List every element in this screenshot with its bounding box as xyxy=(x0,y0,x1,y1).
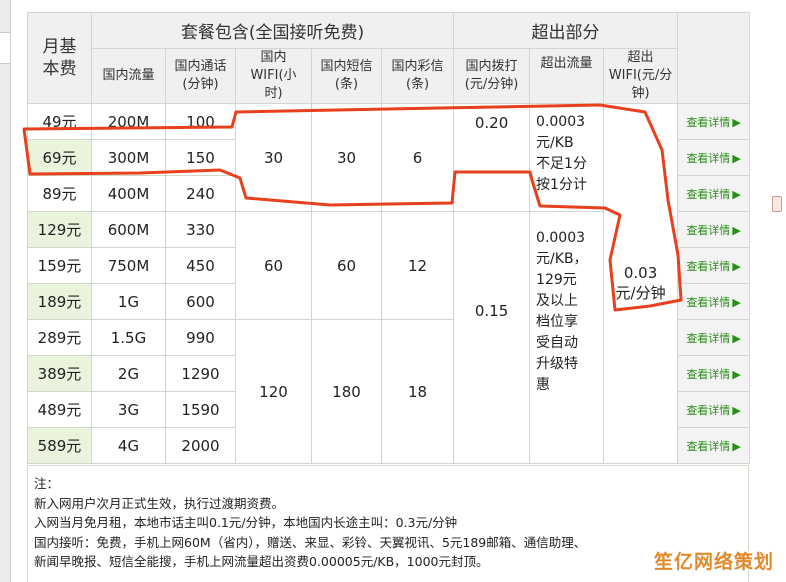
mms-tier2: 12 xyxy=(380,211,455,320)
view-details-link[interactable]: 查看详情 ▶ xyxy=(677,103,751,140)
calls-cell: 330 xyxy=(165,211,236,248)
calls-cell: 2000 xyxy=(165,427,236,464)
col-sms: 国内短信(条) xyxy=(311,48,382,104)
dial-high: 0.15 xyxy=(453,211,531,464)
col-dial: 国内拨打(元/分钟) xyxy=(453,48,531,104)
col-over-wifi: 超出WIFI(元/分钟) xyxy=(603,48,679,104)
data-cell: 750M xyxy=(91,247,166,284)
data-cell: 200M xyxy=(91,103,166,140)
sms-tier1: 30 xyxy=(311,103,382,212)
mms-tier3: 18 xyxy=(380,319,455,464)
over-wifi: 0.03 元/分钟 xyxy=(603,103,679,464)
col-over-data: 超出流量 xyxy=(529,48,605,104)
view-details-link[interactable]: 查看详情 ▶ xyxy=(677,427,751,464)
calls-cell: 1290 xyxy=(165,355,236,392)
table-row: 489元 3G 1590 查看详情 ▶ xyxy=(27,391,751,428)
table-row: 389元 2G 1290 查看详情 ▶ xyxy=(27,355,751,392)
view-details-link[interactable]: 查看详情 ▶ xyxy=(677,211,751,248)
data-cell: 1G xyxy=(91,283,166,320)
view-details-link[interactable]: 查看详情 ▶ xyxy=(677,319,751,356)
wifi-tier3: 120 xyxy=(235,319,312,464)
calls-cell: 600 xyxy=(165,283,236,320)
dial-low: 0.20 xyxy=(453,103,531,212)
calls-cell: 240 xyxy=(165,175,236,212)
price-cell: 49元 xyxy=(27,103,92,140)
monthly-fee-header: 月基本费 xyxy=(27,12,92,104)
note-line: 入网当月免月租，本地市话主叫0.1元/分钟，本地国内长途主叫：0.3元/分钟 xyxy=(34,515,458,530)
col-data: 国内流量 xyxy=(91,48,166,104)
price-cell: 129元 xyxy=(27,211,92,248)
price-cell: 289元 xyxy=(27,319,92,356)
detail-column-header xyxy=(677,12,751,104)
data-cell: 1.5G xyxy=(91,319,166,356)
data-cell: 300M xyxy=(91,139,166,176)
price-cell: 489元 xyxy=(27,391,92,428)
watermark-logo: 笙亿网络策划 xyxy=(653,551,774,573)
notes-panel: 注： 新入网用户次月正式生效，执行过渡期资费。 入网当月免月租，本地市话主叫0.… xyxy=(27,465,749,582)
calls-cell: 1590 xyxy=(165,391,236,428)
table-row: 49元 200M 100 30 30 6 0.20 0.0003 元/KB 不足1分… xyxy=(27,103,751,464)
view-details-link[interactable]: 查看详情 ▶ xyxy=(677,283,751,320)
right-window-edge xyxy=(754,0,786,582)
view-details-link[interactable]: 查看详情 ▶ xyxy=(677,391,751,428)
price-cell: 69元 xyxy=(27,139,92,176)
mms-tier1: 6 xyxy=(380,103,455,212)
edge-marker-icon xyxy=(772,196,782,212)
table-row: 289元 1.5G 990 120 180 18 查看详情 ▶ xyxy=(27,319,751,464)
data-cell: 4G xyxy=(91,427,166,464)
data-cell: 3G xyxy=(91,391,166,428)
price-cell: 89元 xyxy=(27,175,92,212)
note-line: 国内接听：免费，手机上网60M（省内），赠送、来显、彩铃、天翼视讯、5元189邮… xyxy=(34,534,587,550)
left-window-edge xyxy=(0,0,11,582)
sms-tier2: 60 xyxy=(311,211,382,320)
over-data-high: 0.0003 元/KB， 129元 及以上 档位享 受自动 升级特惠 xyxy=(529,211,605,464)
table-row: 589元 4G 2000 查看详情 ▶ xyxy=(27,427,751,464)
view-details-link[interactable]: 查看详情 ▶ xyxy=(677,139,751,176)
note-line: 新闻早晚报、短信全能搜，手机上网流量超出资费0.00005元/KB，1000元封… xyxy=(34,554,489,569)
note-line: 新入网用户次月正式生效，执行过渡期资费。 xyxy=(34,495,285,511)
price-cell: 189元 xyxy=(27,283,92,320)
note-line: 注： xyxy=(34,476,60,491)
calls-cell: 990 xyxy=(165,319,236,356)
overage-group-header: 超出部分 xyxy=(453,12,679,49)
view-details-link[interactable]: 查看详情 ▶ xyxy=(677,355,751,392)
data-cell: 400M xyxy=(91,175,166,212)
col-mms: 国内彩信(条) xyxy=(380,48,455,104)
view-details-link[interactable]: 查看详情 ▶ xyxy=(677,175,751,212)
wifi-tier1: 30 xyxy=(235,103,312,212)
view-details-link[interactable]: 查看详情 ▶ xyxy=(677,247,751,284)
over-data-low: 0.0003 元/KB 不足1分 按1分计 xyxy=(529,103,605,212)
col-wifi: 国内WIFI(小时) xyxy=(235,48,312,104)
calls-cell: 100 xyxy=(165,103,236,140)
calls-cell: 150 xyxy=(165,139,236,176)
package-group-header: 套餐包含(全国接听免费) xyxy=(90,12,455,49)
price-cell: 389元 xyxy=(27,355,92,392)
price-cell: 589元 xyxy=(27,427,92,464)
price-cell: 159元 xyxy=(27,247,92,284)
col-calls: 国内通话(分钟) xyxy=(165,48,236,104)
tariff-table: 月基本费 套餐包含(全国接听免费) 超出部分 国内流量 国内通话(分钟) 国内W… xyxy=(27,12,751,464)
sms-tier3: 180 xyxy=(311,319,382,464)
left-edge-notch xyxy=(0,32,10,64)
wifi-tier2: 60 xyxy=(235,211,312,320)
data-cell: 2G xyxy=(91,355,166,392)
calls-cell: 450 xyxy=(165,247,236,284)
data-cell: 600M xyxy=(91,211,166,248)
